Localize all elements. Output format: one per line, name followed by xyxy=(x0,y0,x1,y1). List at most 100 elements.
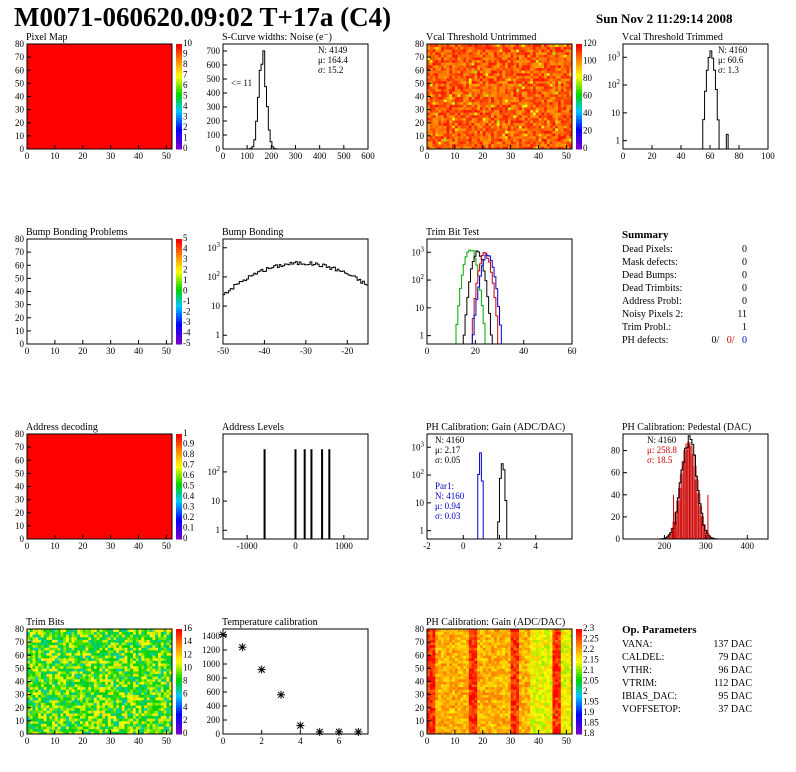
heatmap-cell xyxy=(468,62,473,66)
heatmap-cell xyxy=(435,83,439,87)
heatmap-cell xyxy=(29,726,33,730)
heatmap-cell xyxy=(113,639,117,643)
heatmap-cell xyxy=(158,702,162,706)
ph-pedestal-chart: PH Calibration: Pedestal (DAC)200 300 4000… xyxy=(611,422,769,551)
heatmap-cell xyxy=(93,642,98,646)
x-tick-label: -1000 xyxy=(237,541,258,551)
heatmap-cell xyxy=(74,715,78,719)
heatmap-cell xyxy=(427,663,431,667)
heatmap-cell xyxy=(463,49,467,53)
heatmap-cell xyxy=(135,657,139,661)
heatmap-cell xyxy=(427,62,431,66)
color-bar-segment xyxy=(176,483,182,487)
heatmap-cell xyxy=(569,120,573,124)
heatmap-cell xyxy=(116,718,120,722)
heatmap-cell xyxy=(102,705,106,709)
heatmap-cell xyxy=(54,710,59,714)
heatmap-cell xyxy=(119,647,123,651)
heatmap-cell xyxy=(68,650,73,654)
heatmap-cell xyxy=(468,72,473,76)
color-bar-label: 1 xyxy=(183,133,188,143)
heatmap-cell xyxy=(77,681,81,685)
heatmap-cell xyxy=(429,699,433,703)
color-bar-segment xyxy=(176,114,182,118)
heatmap-cell xyxy=(54,663,59,667)
heatmap-cell xyxy=(460,75,464,79)
heatmap-cell xyxy=(527,59,531,63)
heatmap-cell xyxy=(85,644,89,648)
heatmap-cell xyxy=(435,51,439,55)
heatmap-cell xyxy=(113,694,117,698)
heatmap-cell xyxy=(546,67,551,71)
heatmap-cell xyxy=(449,62,453,66)
heatmap-cell xyxy=(435,101,439,105)
heatmap-cell xyxy=(443,99,447,103)
heatmap-cell xyxy=(105,718,109,722)
heatmap-cell xyxy=(427,96,431,100)
heatmap-cell xyxy=(429,120,433,124)
heatmap-cell xyxy=(85,689,89,693)
heatmap-cell xyxy=(71,692,75,696)
heatmap-cell xyxy=(474,65,478,69)
color-bar-segment xyxy=(176,462,182,466)
heatmap-cell xyxy=(538,83,542,87)
heatmap-cell xyxy=(113,644,117,648)
heatmap-cell xyxy=(141,678,145,682)
heatmap-cell xyxy=(552,75,556,79)
heatmap-cell xyxy=(521,67,525,71)
heatmap-cell xyxy=(66,699,70,703)
heatmap-cell xyxy=(88,660,92,664)
heatmap-cell xyxy=(549,78,553,82)
heatmap-cell xyxy=(516,80,520,84)
color-bar-segment xyxy=(176,257,182,261)
heatmap-cell xyxy=(477,86,481,90)
color-bar-segment xyxy=(176,647,182,651)
heatmap-cell xyxy=(505,44,509,48)
heatmap-cell xyxy=(454,49,459,53)
heatmap-cell xyxy=(446,128,450,132)
heatmap-cell xyxy=(144,629,148,633)
heatmap-cell xyxy=(435,78,439,82)
heatmap-cell xyxy=(438,51,442,55)
heatmap-cell xyxy=(113,697,117,701)
heatmap-cell xyxy=(43,689,47,693)
heatmap-cell xyxy=(29,650,33,654)
heatmap-cell xyxy=(166,647,170,651)
color-bar-segment xyxy=(176,143,182,147)
heatmap-cell xyxy=(102,697,106,701)
heatmap-cell xyxy=(119,697,123,701)
heatmap-cell xyxy=(82,652,86,656)
heatmap-cell xyxy=(35,665,39,669)
heatmap-cell xyxy=(546,130,551,134)
heatmap-cell xyxy=(155,668,159,672)
heatmap-cell xyxy=(521,120,525,124)
x-tick-label: 0 xyxy=(25,736,30,746)
heatmap-cell xyxy=(502,46,506,50)
heatmap-cell xyxy=(141,631,145,635)
color-bar-label: -3 xyxy=(183,317,191,327)
heatmap-cell xyxy=(146,678,151,682)
color-bar-segment xyxy=(176,278,182,282)
heatmap-cell xyxy=(457,96,461,100)
heatmap-cell xyxy=(102,671,106,675)
heatmap-cell xyxy=(132,678,137,682)
heatmap-cell xyxy=(57,644,61,648)
heatmap-cell xyxy=(482,86,486,90)
x-tick-label: 2 xyxy=(497,541,502,551)
heatmap-cell xyxy=(432,728,436,732)
heatmap-cell xyxy=(566,96,570,100)
heatmap-cell xyxy=(116,660,120,664)
heatmap-cell xyxy=(432,146,436,150)
heatmap-cell xyxy=(169,710,173,714)
heatmap-cell xyxy=(452,146,456,150)
heatmap-cell xyxy=(66,686,70,690)
heatmap-cell xyxy=(32,715,36,719)
color-bar-segment xyxy=(176,668,182,672)
heatmap-cell xyxy=(452,138,456,142)
heatmap-cell xyxy=(427,130,431,134)
heatmap-cell xyxy=(440,49,445,53)
heatmap-cell xyxy=(144,652,148,656)
heatmap-cell xyxy=(432,120,436,124)
heatmap-cell xyxy=(163,686,167,690)
heatmap-cell xyxy=(105,726,109,730)
